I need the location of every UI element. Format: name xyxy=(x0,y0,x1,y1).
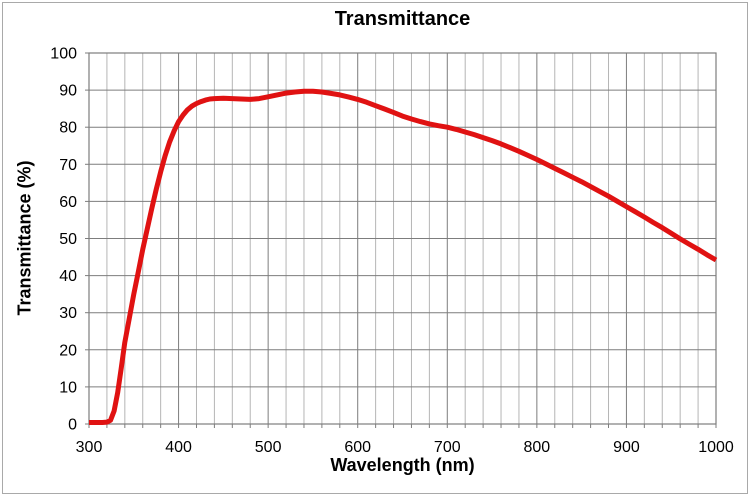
x-axis-title: Wavelength (nm) xyxy=(330,455,475,475)
y-tick-label: 10 xyxy=(59,379,77,396)
y-tick-label: 50 xyxy=(59,231,77,248)
y-tick-label: 80 xyxy=(59,120,77,137)
x-tick-label: 600 xyxy=(344,439,371,456)
y-tick-label: 70 xyxy=(59,157,77,174)
y-tick-label: 90 xyxy=(59,83,77,100)
plot-border xyxy=(88,52,717,425)
y-tick-label: 40 xyxy=(59,268,77,285)
series-line-transmittance xyxy=(89,88,718,425)
chart-title: Transmittance xyxy=(334,8,471,30)
x-tick-label: 300 xyxy=(76,439,103,456)
x-tick-label: 900 xyxy=(613,439,640,456)
y-tick-label: 30 xyxy=(59,305,77,322)
x-tick-label: 500 xyxy=(255,439,282,456)
x-tick-label: 800 xyxy=(524,439,551,456)
y-tick-label: 60 xyxy=(59,194,77,211)
x-tick-label: 400 xyxy=(165,439,192,456)
x-tick-label: 1000 xyxy=(698,439,734,456)
y-tick-label: 20 xyxy=(59,342,77,359)
y-tick-label: 100 xyxy=(50,46,77,63)
x-tick-label: 700 xyxy=(434,439,461,456)
y-tick-label: 0 xyxy=(68,417,77,434)
